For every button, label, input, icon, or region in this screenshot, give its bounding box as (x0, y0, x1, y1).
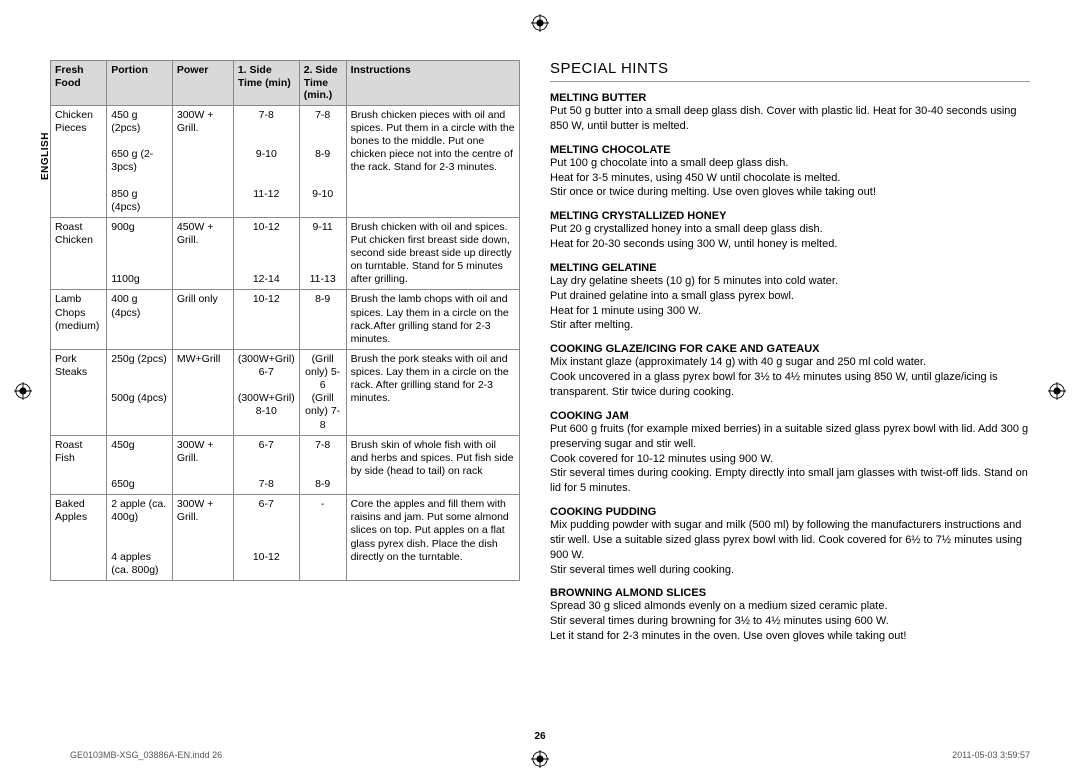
hint-body: Spread 30 g sliced almonds evenly on a m… (550, 599, 1030, 644)
table-cell: 6-7 10-12 (233, 495, 299, 581)
table-cell: Brush the lamb chops with oil and spices… (346, 290, 519, 350)
hint-body: Put 100 g chocolate into a small deep gl… (550, 156, 1030, 201)
table-cell: Chicken Pieces (51, 105, 107, 217)
page-number: 26 (534, 731, 545, 742)
table-cell: Brush chicken with oil and spices. Put c… (346, 217, 519, 290)
registration-mark-icon (1048, 382, 1066, 400)
th-portion: Portion (107, 61, 173, 106)
table-cell: 300W + Grill. (172, 495, 233, 581)
hint-body: Put 600 g fruits (for example mixed berr… (550, 422, 1030, 496)
table-cell: Brush skin of whole fish with oil and he… (346, 435, 519, 495)
table-cell: 8-9 (299, 290, 346, 350)
table-cell: 250g (2pcs) 500g (4pcs) (107, 349, 173, 435)
cooking-table-region: Fresh Food Portion Power 1. Side Time (m… (50, 60, 520, 644)
hint-heading: MELTING CRYSTALLIZED HONEY (550, 210, 1030, 222)
table-cell: Brush the pork steaks with oil and spice… (346, 349, 519, 435)
registration-mark-icon (531, 750, 549, 768)
table-cell: 7-8 9-10 11-12 (233, 105, 299, 217)
table-cell: 900g 1100g (107, 217, 173, 290)
table-cell: Roast Fish (51, 435, 107, 495)
table-cell: 300W + Grill. (172, 435, 233, 495)
hint-heading: MELTING BUTTER (550, 92, 1030, 104)
th-side1: 1. Side Time (min) (233, 61, 299, 106)
hint-body: Mix instant glaze (approximately 14 g) w… (550, 355, 1030, 400)
table-cell: - (299, 495, 346, 581)
th-side2: 2. Side Time (min.) (299, 61, 346, 106)
footer-file-info: GE0103MB-XSG_03886A-EN.indd 26 (70, 750, 222, 760)
footer-timestamp: 2011-05-03 3:59:57 (952, 750, 1030, 760)
hint-heading: COOKING GLAZE/ICING FOR CAKE AND GATEAUX (550, 343, 1030, 355)
table-cell: (300W+Gril) 6-7 (300W+Gril) 8-10 (233, 349, 299, 435)
hint-body: Mix pudding powder with sugar and milk (… (550, 518, 1030, 577)
language-tab: ENGLISH (40, 132, 51, 180)
hint-body: Lay dry gelatine sheets (10 g) for 5 min… (550, 274, 1030, 333)
table-cell: Grill only (172, 290, 233, 350)
table-cell: MW+Grill (172, 349, 233, 435)
table-cell: 450 g (2pcs) 650 g (2-3pcs) 850 g (4pcs) (107, 105, 173, 217)
hint-heading: MELTING CHOCOLATE (550, 144, 1030, 156)
hint-heading: BROWNING ALMOND SLICES (550, 587, 1030, 599)
th-power: Power (172, 61, 233, 106)
th-food: Fresh Food (51, 61, 107, 106)
table-cell: Baked Apples (51, 495, 107, 581)
table-cell: 10-12 (233, 290, 299, 350)
table-cell: 2 apple (ca. 400g) 4 apples (ca. 800g) (107, 495, 173, 581)
registration-mark-icon (14, 382, 32, 400)
hint-body: Put 50 g butter into a small deep glass … (550, 104, 1030, 134)
table-cell: 10-12 12-14 (233, 217, 299, 290)
hint-body: Put 20 g crystallized honey into a small… (550, 222, 1030, 252)
table-cell: Pork Steaks (51, 349, 107, 435)
table-cell: 6-7 7-8 (233, 435, 299, 495)
th-instructions: Instructions (346, 61, 519, 106)
table-cell: 9-11 11-13 (299, 217, 346, 290)
hint-heading: MELTING GELATINE (550, 262, 1030, 274)
table-cell: 400 g (4pcs) (107, 290, 173, 350)
special-hints-title: SPECIAL HINTS (550, 60, 1030, 82)
table-cell: Brush chicken pieces with oil and spices… (346, 105, 519, 217)
table-cell: 7-8 8-9 9-10 (299, 105, 346, 217)
table-cell: 300W + Grill. (172, 105, 233, 217)
table-cell: 7-8 8-9 (299, 435, 346, 495)
cooking-table: Fresh Food Portion Power 1. Side Time (m… (50, 60, 520, 581)
table-cell: (Grill only) 5-6 (Grill only) 7-8 (299, 349, 346, 435)
table-cell: 450W + Grill. (172, 217, 233, 290)
special-hints-region: SPECIAL HINTS MELTING BUTTERPut 50 g but… (550, 60, 1030, 644)
table-cell: 450g 650g (107, 435, 173, 495)
table-cell: Roast Chicken (51, 217, 107, 290)
table-cell: Core the apples and fill them with raisi… (346, 495, 519, 581)
table-cell: Lamb Chops (medium) (51, 290, 107, 350)
hint-heading: COOKING JAM (550, 410, 1030, 422)
hint-heading: COOKING PUDDING (550, 506, 1030, 518)
registration-mark-icon (531, 14, 549, 32)
